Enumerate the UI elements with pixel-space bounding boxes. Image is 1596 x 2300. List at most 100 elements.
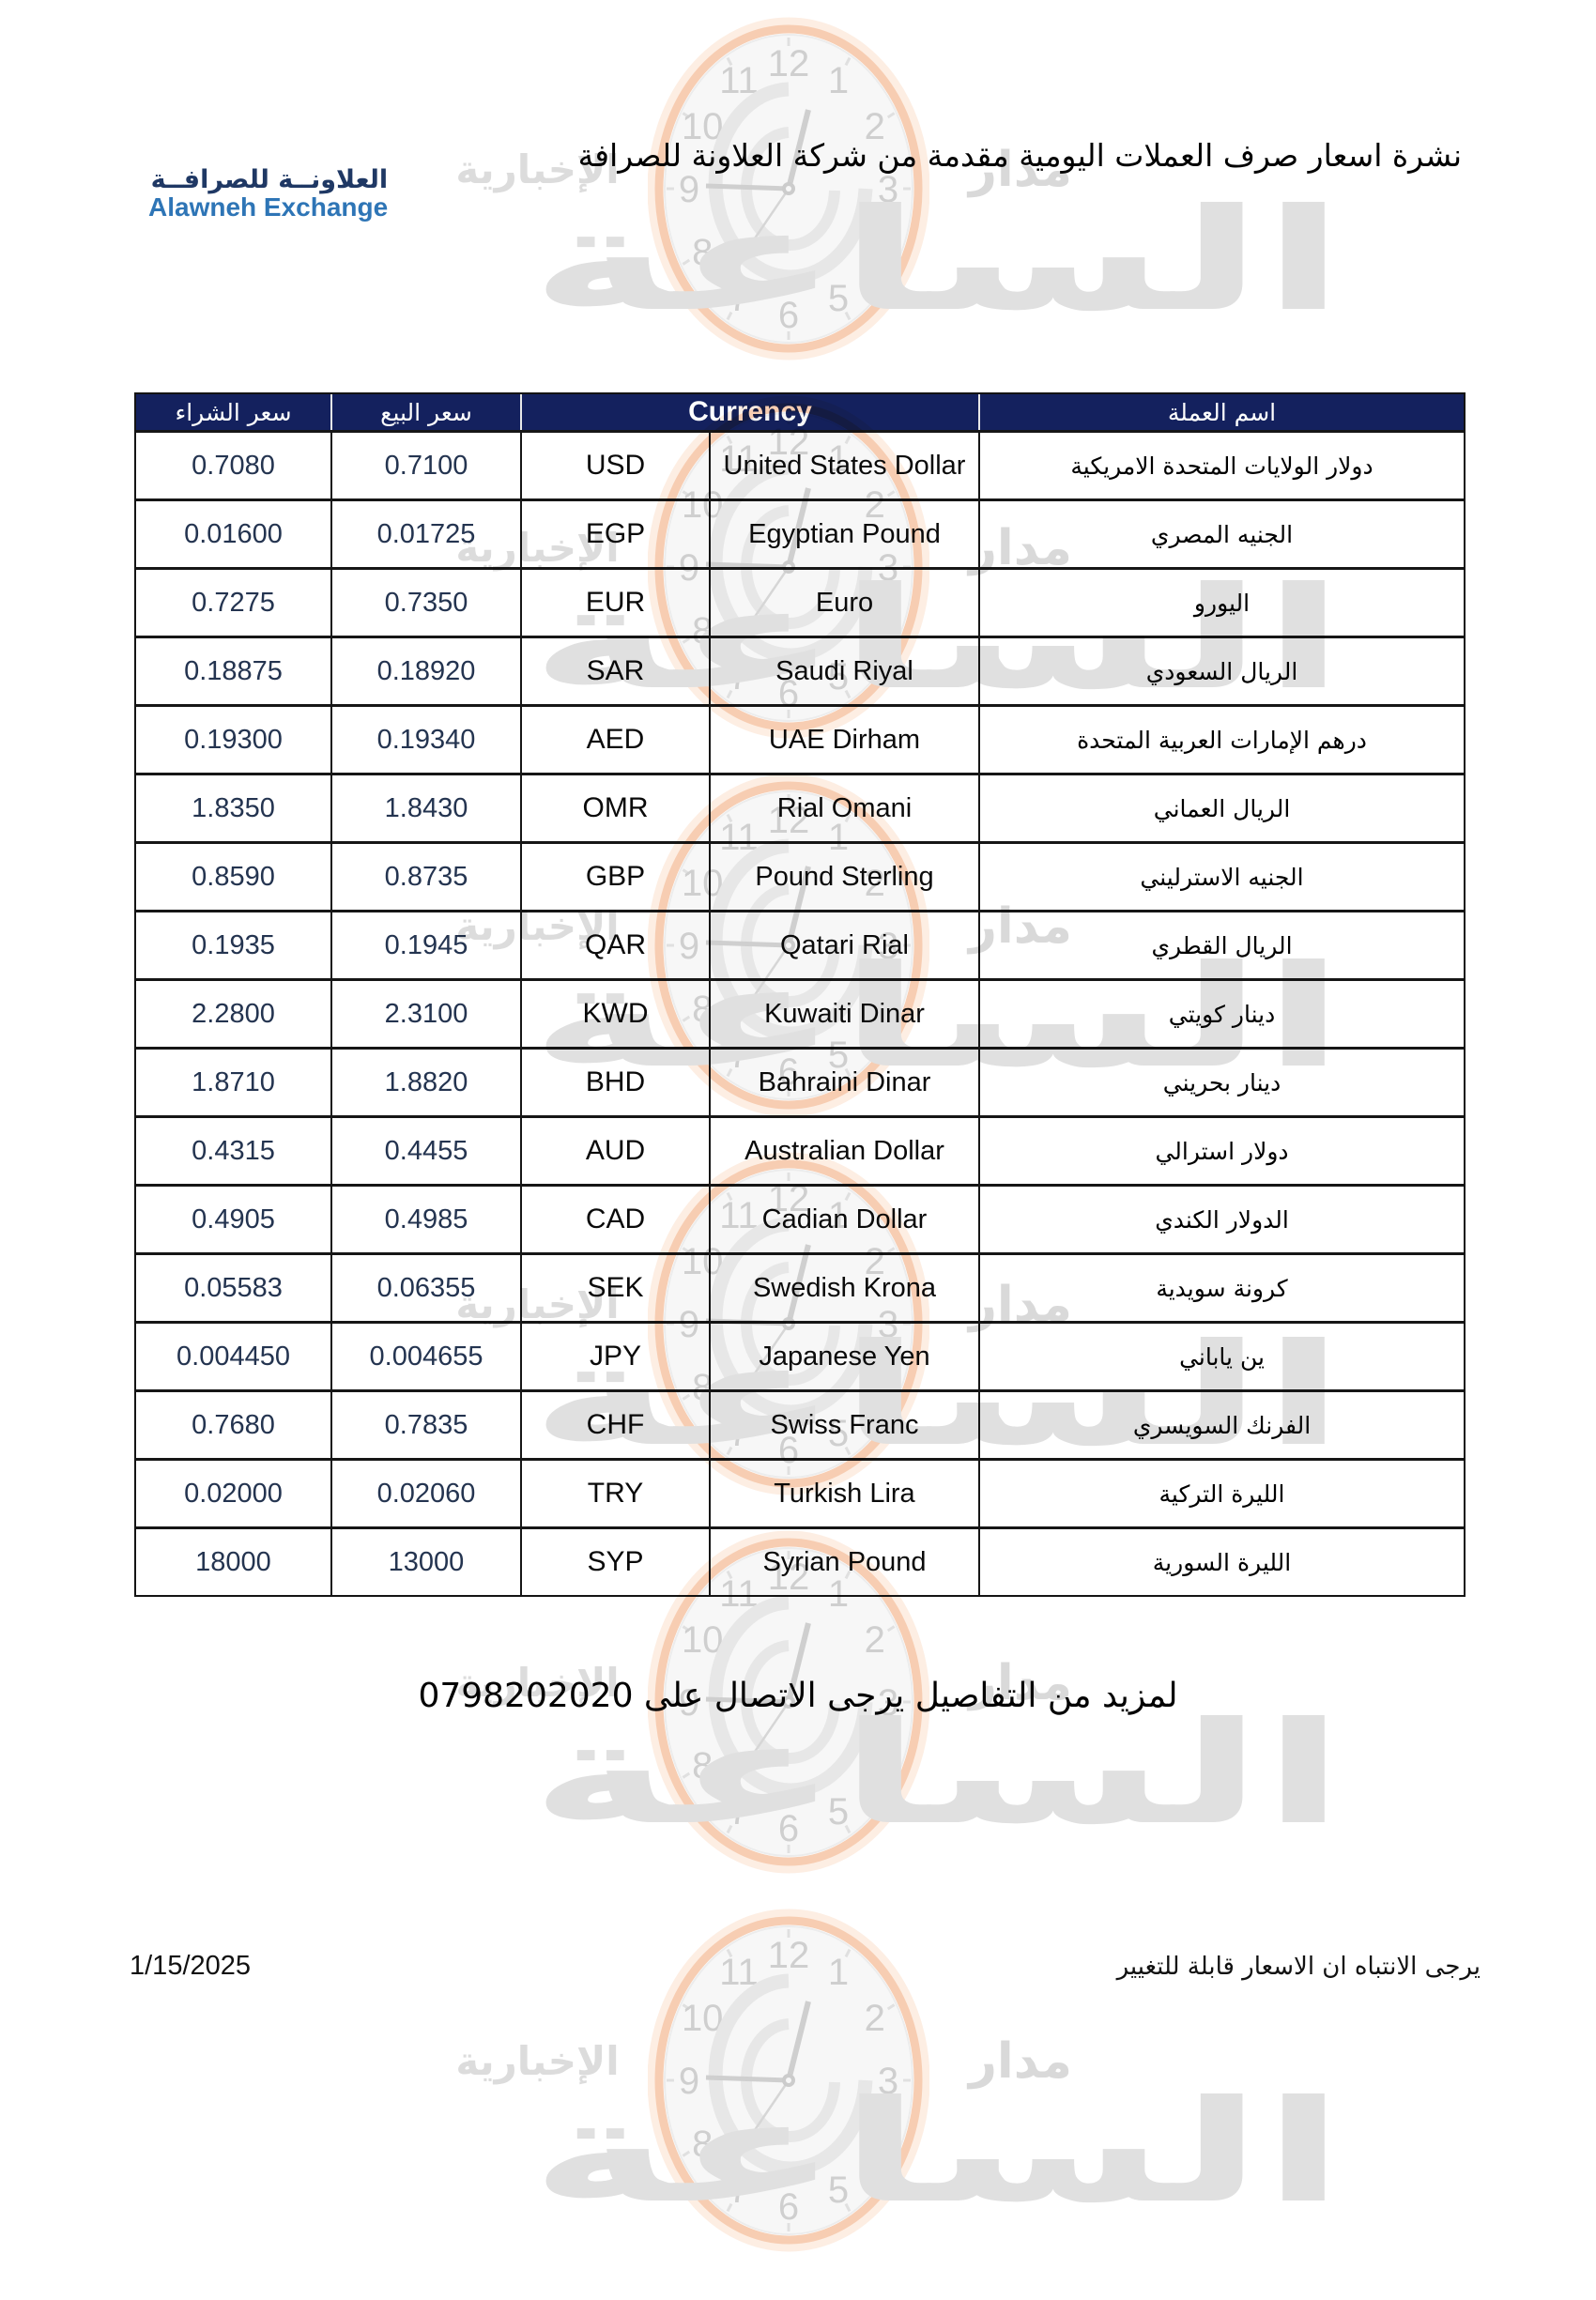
sell-price-cell: 0.02060 <box>330 1461 520 1526</box>
svg-text:12: 12 <box>768 43 810 84</box>
currency-code-cell: SEK <box>520 1255 709 1321</box>
svg-text:2: 2 <box>865 1619 885 1661</box>
currency-name-ar-cell: الريال السعودي <box>978 638 1464 704</box>
buy-price-cell: 1.8710 <box>192 1066 275 1097</box>
svg-text:8: 8 <box>692 1745 713 1786</box>
currency-name-ar-cell: الريال القطري <box>978 912 1464 978</box>
buy-price-cell: 0.18875 <box>184 655 283 686</box>
currency-name-en-cell: Turkish Lira <box>709 1461 978 1526</box>
svg-text:7: 7 <box>729 278 749 319</box>
buy-price-cell: 0.4315 <box>192 1135 275 1166</box>
currency-name-ar-cell: الدولار الكندي <box>978 1187 1464 1252</box>
currency-name-ar-cell: الجنيه المصري <box>978 501 1464 567</box>
svg-text:6: 6 <box>778 295 799 336</box>
table-row: 2.2800 2.3100 KWD Kuwaiti Dinar دينار كو… <box>136 978 1464 1047</box>
table-row: 0.7080 0.7100 USD United States Dollar د… <box>136 430 1464 498</box>
svg-text:8: 8 <box>692 232 713 273</box>
table-row: 0.18875 0.18920 SAR Saudi Riyal الريال ا… <box>136 636 1464 704</box>
svg-text:9: 9 <box>679 2061 699 2102</box>
header-sell-price: سعر البيع <box>330 394 520 430</box>
buy-price-cell: 0.05583 <box>184 1272 283 1303</box>
table-row: 18000 13000 SYP Syrian Pound الليرة السو… <box>136 1526 1464 1595</box>
page-title: نشرة اسعار صرف العملات اليومية مقدمة من … <box>577 137 1462 174</box>
buy-price-cell: 0.01600 <box>184 518 283 549</box>
currency-code-cell: CAD <box>520 1187 709 1252</box>
sell-price-cell: 0.4455 <box>330 1118 520 1184</box>
currency-name-ar-cell: الليرة السورية <box>978 1529 1464 1595</box>
currency-name-ar-cell: ين ياباني <box>978 1324 1464 1389</box>
svg-text:5: 5 <box>828 278 849 319</box>
buy-price-cell: 2.2800 <box>192 998 275 1029</box>
currency-code-cell: JPY <box>520 1324 709 1389</box>
buy-price-cell: 0.7275 <box>192 587 275 618</box>
sell-price-cell: 0.01725 <box>330 501 520 567</box>
footer-note: يرجى الانتباه ان الاسعار قابلة للتغيير <box>1116 1953 1481 1981</box>
sell-price-cell: 0.18920 <box>330 638 520 704</box>
currency-code-cell: KWD <box>520 981 709 1047</box>
currency-code-cell: AUD <box>520 1118 709 1184</box>
header-currency-name-ar: اسم العملة <box>978 394 1464 430</box>
svg-text:6: 6 <box>778 1808 799 1849</box>
buy-price-cell: 0.7680 <box>192 1409 275 1440</box>
table-row: 0.7680 0.7835 CHF Swiss Franc الفرنك الس… <box>136 1389 1464 1458</box>
svg-text:7: 7 <box>729 1791 749 1832</box>
footer-date: 1/15/2025 <box>130 1951 252 1981</box>
buy-price-cell: 1.8350 <box>192 792 275 823</box>
currency-name-en-cell: United States Dollar <box>709 433 978 498</box>
sell-price-cell: 0.8735 <box>330 844 520 910</box>
logo-english-text: Alawneh Exchange <box>148 192 389 222</box>
currency-code-cell: SAR <box>520 638 709 704</box>
sell-price-cell: 1.8430 <box>330 775 520 841</box>
watermark-alsaa-text: الساعة <box>530 179 1345 343</box>
currency-name-ar-cell: اليورو <box>978 570 1464 636</box>
watermark-alsaa-text: الساعة <box>530 2071 1345 2234</box>
currency-name-ar-cell: دولار استرالي <box>978 1118 1464 1184</box>
sell-price-cell: 0.7100 <box>330 433 520 498</box>
buy-price-cell: 0.1935 <box>192 929 275 960</box>
currency-name-en-cell: Japanese Yen <box>709 1324 978 1389</box>
sell-price-cell: 0.4985 <box>330 1187 520 1252</box>
sell-price-cell: 0.7350 <box>330 570 520 636</box>
table-row: 0.02000 0.02060 TRY Turkish Lira الليرة … <box>136 1458 1464 1526</box>
currency-name-ar-cell: دولار الولايات المتحدة الامريكية <box>978 433 1464 498</box>
currency-code-cell: TRY <box>520 1461 709 1526</box>
currency-code-cell: SYP <box>520 1529 709 1595</box>
buy-price-cell: 0.4905 <box>192 1204 275 1234</box>
header-currency: Currency <box>520 394 978 430</box>
currency-name-ar-cell: الجنيه الاسترليني <box>978 844 1464 910</box>
svg-text:6: 6 <box>778 2186 799 2228</box>
currency-name-ar-cell: الليرة التركية <box>978 1461 1464 1526</box>
currency-name-ar-cell: كرونة سويدية <box>978 1255 1464 1321</box>
svg-text:11: 11 <box>719 60 759 101</box>
table-row: 0.4905 0.4985 CAD Cadian Dollar الدولار … <box>136 1184 1464 1252</box>
currency-code-cell: USD <box>520 433 709 498</box>
buy-price-cell: 0.19300 <box>184 724 283 755</box>
currency-code-cell: OMR <box>520 775 709 841</box>
currency-name-en-cell: Pound Sterling <box>709 844 978 910</box>
table-body: 0.7080 0.7100 USD United States Dollar د… <box>136 430 1464 1595</box>
exchange-rates-table: سعر الشراء سعر البيع Currency اسم العملة… <box>134 392 1466 1597</box>
alawneh-exchange-logo: العلاونــة للصرافــة Alawneh Exchange <box>148 165 389 222</box>
currency-code-cell: EUR <box>520 570 709 636</box>
table-row: 1.8350 1.8430 OMR Rial Omani الريال العم… <box>136 773 1464 841</box>
currency-name-en-cell: Saudi Riyal <box>709 638 978 704</box>
currency-name-en-cell: Egyptian Pound <box>709 501 978 567</box>
currency-name-en-cell: Cadian Dollar <box>709 1187 978 1252</box>
svg-text:10: 10 <box>682 1998 724 2039</box>
watermark-alekhbariya-text: الإخبارية <box>455 2038 620 2084</box>
currency-name-en-cell: Swedish Krona <box>709 1255 978 1321</box>
currency-name-en-cell: Bahraini Dinar <box>709 1050 978 1115</box>
currency-name-en-cell: Euro <box>709 570 978 636</box>
svg-text:1: 1 <box>828 1952 849 1993</box>
table-row: 0.4315 0.4455 AUD Australian Dollar دولا… <box>136 1115 1464 1184</box>
currency-code-cell: BHD <box>520 1050 709 1115</box>
svg-text:9: 9 <box>679 169 699 210</box>
table-row: 0.7275 0.7350 EUR Euro اليورو <box>136 567 1464 636</box>
svg-text:12: 12 <box>768 1935 810 1976</box>
svg-text:10: 10 <box>682 1619 724 1661</box>
table-row: 1.8710 1.8820 BHD Bahraini Dinar دينار ب… <box>136 1047 1464 1115</box>
sell-price-cell: 0.004655 <box>330 1324 520 1389</box>
logo-arabic-text: العلاونــة للصرافــة <box>150 165 389 194</box>
watermark-tile: 1 2 3 4 5 6 7 8 9 10 11 12 الإخبارية مدار الساعة <box>432 14 1344 408</box>
